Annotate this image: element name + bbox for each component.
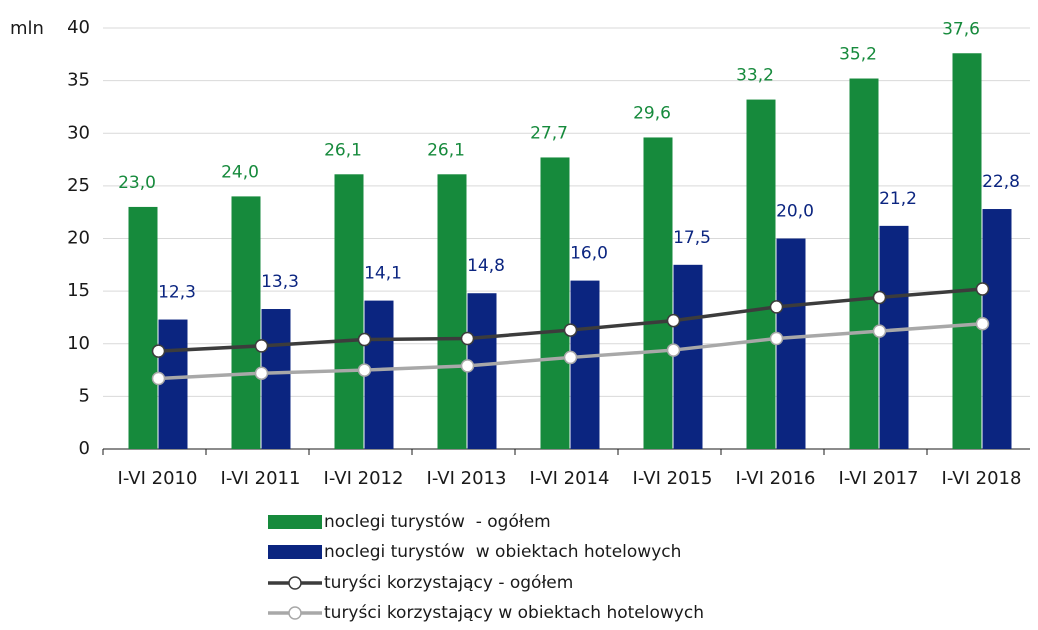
line-marker — [872, 290, 887, 305]
line-marker — [975, 317, 990, 331]
legend-label: turyści korzystający w obiektach hotelow… — [324, 603, 704, 623]
value-label: 27,7 — [530, 123, 568, 143]
bar — [643, 137, 673, 449]
x-tick-label: I-VI 2011 — [221, 468, 301, 489]
value-label: 14,8 — [467, 256, 505, 276]
value-label: 17,5 — [673, 228, 711, 248]
value-label: 22,8 — [982, 172, 1020, 192]
value-label: 13,3 — [261, 272, 299, 292]
line-marker — [666, 343, 681, 357]
line-marker — [460, 331, 475, 346]
line-marker — [769, 300, 784, 314]
bar — [128, 206, 158, 449]
bar — [158, 319, 188, 449]
bar — [261, 309, 291, 449]
bar — [437, 174, 467, 450]
bar — [570, 280, 600, 449]
x-tick-label: I-VI 2016 — [736, 468, 816, 489]
line-marker — [254, 366, 269, 380]
y-tick-label: 10 — [67, 333, 90, 354]
x-tick-label: I-VI 2012 — [324, 468, 404, 489]
y-tick-label: 30 — [67, 122, 90, 143]
y-tick-label: 40 — [67, 17, 90, 38]
y-tick-label: 20 — [67, 228, 90, 249]
y-tick-label: 15 — [67, 280, 90, 301]
value-label: 12,3 — [158, 283, 196, 303]
x-tick-label: I-VI 2018 — [942, 468, 1022, 489]
legend-swatch — [288, 576, 302, 590]
x-tick-label: I-VI 2010 — [118, 468, 198, 489]
value-label: 24,0 — [221, 162, 259, 182]
x-tick-label: I-VI 2017 — [839, 468, 919, 489]
line-marker — [975, 282, 990, 296]
y-tick-label: 35 — [67, 70, 90, 91]
line-marker — [563, 323, 578, 337]
line-marker — [357, 363, 372, 377]
legend-swatch — [288, 606, 302, 620]
bar — [467, 293, 497, 449]
bar — [746, 99, 776, 449]
bar — [952, 53, 982, 449]
value-label: 16,0 — [570, 244, 608, 264]
line-marker — [563, 350, 578, 365]
bar — [982, 209, 1012, 449]
bar — [776, 238, 806, 449]
line-marker — [460, 359, 475, 373]
legend-label: noclegi turystów w obiektach hotelowych — [324, 542, 681, 562]
value-label: 35,2 — [839, 45, 877, 65]
legend-swatch — [268, 515, 322, 529]
line-marker — [151, 344, 166, 358]
x-tick-label: I-VI 2015 — [633, 468, 713, 489]
y-tick-label: 5 — [79, 385, 90, 406]
line-marker — [666, 313, 681, 328]
value-label: 26,1 — [324, 140, 362, 160]
bar — [849, 78, 879, 450]
value-label: 21,2 — [879, 189, 917, 209]
bar — [364, 300, 394, 449]
legend-label: noclegi turystów - ogółem — [324, 512, 551, 532]
bar — [231, 196, 261, 449]
value-label: 23,0 — [118, 173, 156, 193]
line-marker — [357, 332, 372, 347]
value-label: 14,1 — [364, 264, 402, 284]
x-tick-label: I-VI 2013 — [427, 468, 507, 489]
value-label: 26,1 — [427, 140, 465, 160]
bar — [673, 264, 703, 449]
y-axis-label: mln — [10, 18, 44, 39]
line-marker — [254, 339, 269, 353]
legend-label: turyści korzystający - ogółem — [324, 573, 573, 593]
value-label: 37,6 — [942, 19, 980, 39]
bar — [879, 225, 909, 449]
x-tick-label: I-VI 2014 — [530, 468, 610, 489]
bar — [540, 157, 570, 449]
value-label: 33,2 — [736, 66, 774, 86]
bar — [334, 174, 364, 450]
line-marker — [872, 324, 887, 338]
legend-swatch — [268, 545, 322, 559]
value-label: 29,6 — [633, 103, 671, 123]
line-marker — [151, 371, 166, 386]
line-marker — [769, 331, 784, 346]
y-tick-label: 25 — [67, 175, 90, 196]
y-tick-label: 0 — [79, 438, 90, 459]
value-label: 20,0 — [776, 202, 814, 222]
